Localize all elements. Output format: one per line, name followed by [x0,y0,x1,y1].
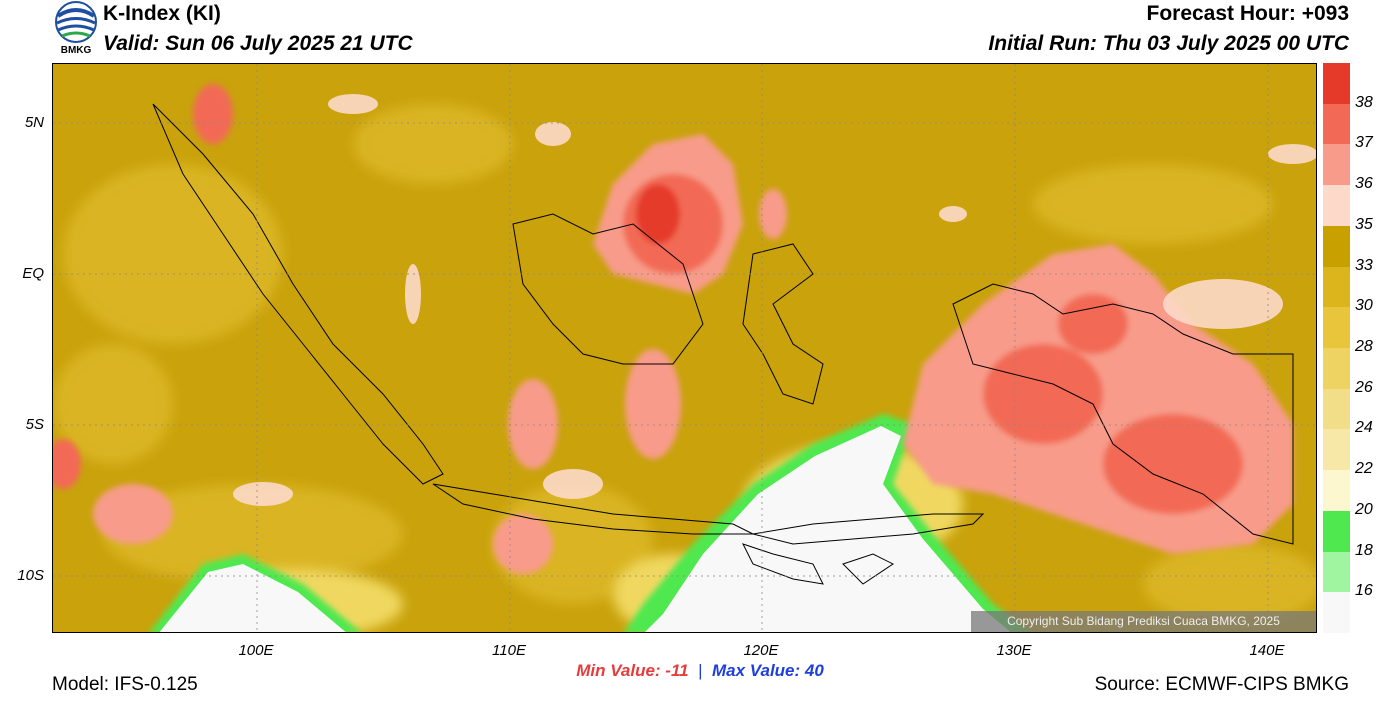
colorbar-label: 33 [1355,256,1373,274]
colorbar-label: 26 [1355,378,1373,396]
colorbar-segment [1323,388,1350,430]
forecast-hour: Forecast Hour: +093 [1146,2,1350,25]
initial-run: Initial Run: Thu 03 July 2025 00 UTC [988,32,1349,55]
lat-label-5n: 5N [24,114,44,131]
lon-label-120e: 120E [743,642,779,659]
lat-label-eq: EQ [22,265,44,282]
lat-label-10s: 10S [17,567,44,584]
colorbar-label: 24 [1355,419,1373,437]
colorbar-segment [1323,144,1350,186]
max-value: Max Value: 40 [711,661,824,680]
colorbar-segment [1323,429,1350,471]
colorbar-label: 16 [1355,582,1373,600]
product-title: K-Index (KI) [103,2,221,25]
colorbar-segment [1323,592,1350,634]
lon-label-140e: 140E [1249,642,1285,659]
value-separator: | [698,661,703,680]
lon-label-100e: 100E [238,642,274,659]
colorbar-label: 22 [1355,460,1373,478]
colorbar-segment [1323,225,1350,268]
colorbar-segment [1323,63,1350,105]
model-name: Model: IFS-0.125 [52,674,198,695]
colorbar-segment [1323,470,1350,512]
colorbar-label: 18 [1355,541,1373,559]
colorbar-label: 28 [1355,338,1373,355]
min-value: Min Value: -11 [576,661,689,680]
colorbar-label: 37 [1355,134,1373,152]
colorbar-label: 30 [1355,297,1373,315]
copyright-notice: Copyright Sub Bidang Prediksi Cuaca BMKG… [971,611,1316,632]
colorbar-label: 38 [1355,93,1373,111]
colorbar-label: 36 [1355,175,1373,193]
colorbar [1323,63,1350,634]
colorbar-segment [1323,103,1350,145]
min-max-values: Min Value: -11 | Max Value: 40 [0,661,1400,681]
logo-text: BMKG [60,45,92,56]
k-index-map [52,63,1317,633]
valid-time: Valid: Sun 06 July 2025 21 UTC [103,32,413,55]
lon-label-110e: 110E [492,642,526,659]
lon-label-130e: 130E [996,642,1032,659]
bmkg-logo-icon [52,0,100,58]
colorbar-segment [1323,551,1350,593]
colorbar-segment [1323,307,1350,349]
colorbar-label: 35 [1355,215,1373,233]
colorbar-label: 20 [1355,500,1373,518]
colorbar-segment [1323,510,1350,553]
lat-label-5s: 5S [25,416,44,433]
data-source: Source: ECMWF-CIPS BMKG [1094,674,1349,695]
colorbar-segment [1323,185,1350,227]
colorbar-segment [1323,266,1350,308]
colorbar-segment [1323,348,1350,390]
